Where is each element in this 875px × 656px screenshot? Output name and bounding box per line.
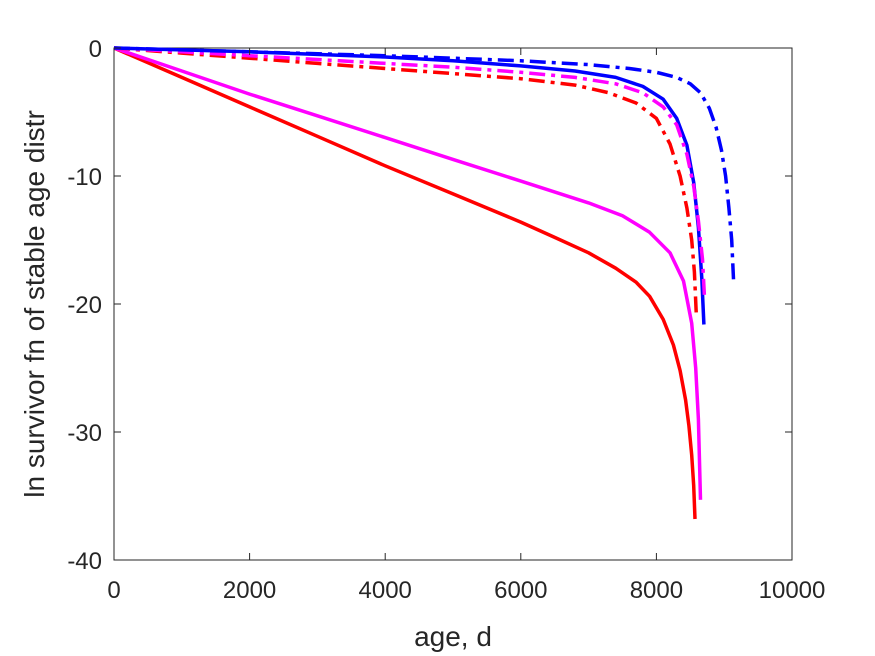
- y-tick-label: 0: [89, 36, 102, 63]
- tick-layer: 0 2000 4000 6000 8000 10000 0 -10 -20 -30 -40: [67, 36, 825, 604]
- x-tick-label: 2000: [223, 577, 276, 604]
- series-line-5: [113, 46, 707, 298]
- x-tick-label: 6000: [494, 577, 547, 604]
- x-tick-label: 10000: [759, 577, 826, 604]
- x-tick-label: 0: [107, 577, 120, 604]
- y-tick-label: -10: [67, 164, 102, 191]
- series-line-6: [113, 46, 736, 284]
- series-line-2: [113, 46, 703, 500]
- x-tick-label: 8000: [630, 577, 683, 604]
- y-axis-title: ln survivor fn of stable age distr: [19, 110, 50, 498]
- y-tick-label: -20: [67, 292, 102, 319]
- x-axis-title: age, d: [414, 621, 492, 652]
- y-tick-label: -30: [67, 420, 102, 447]
- series-line-1: [113, 46, 697, 520]
- plot-area: [113, 47, 793, 561]
- x-tick-label: 4000: [359, 577, 412, 604]
- y-tick-label: -40: [67, 548, 102, 575]
- series-layer: [113, 46, 736, 520]
